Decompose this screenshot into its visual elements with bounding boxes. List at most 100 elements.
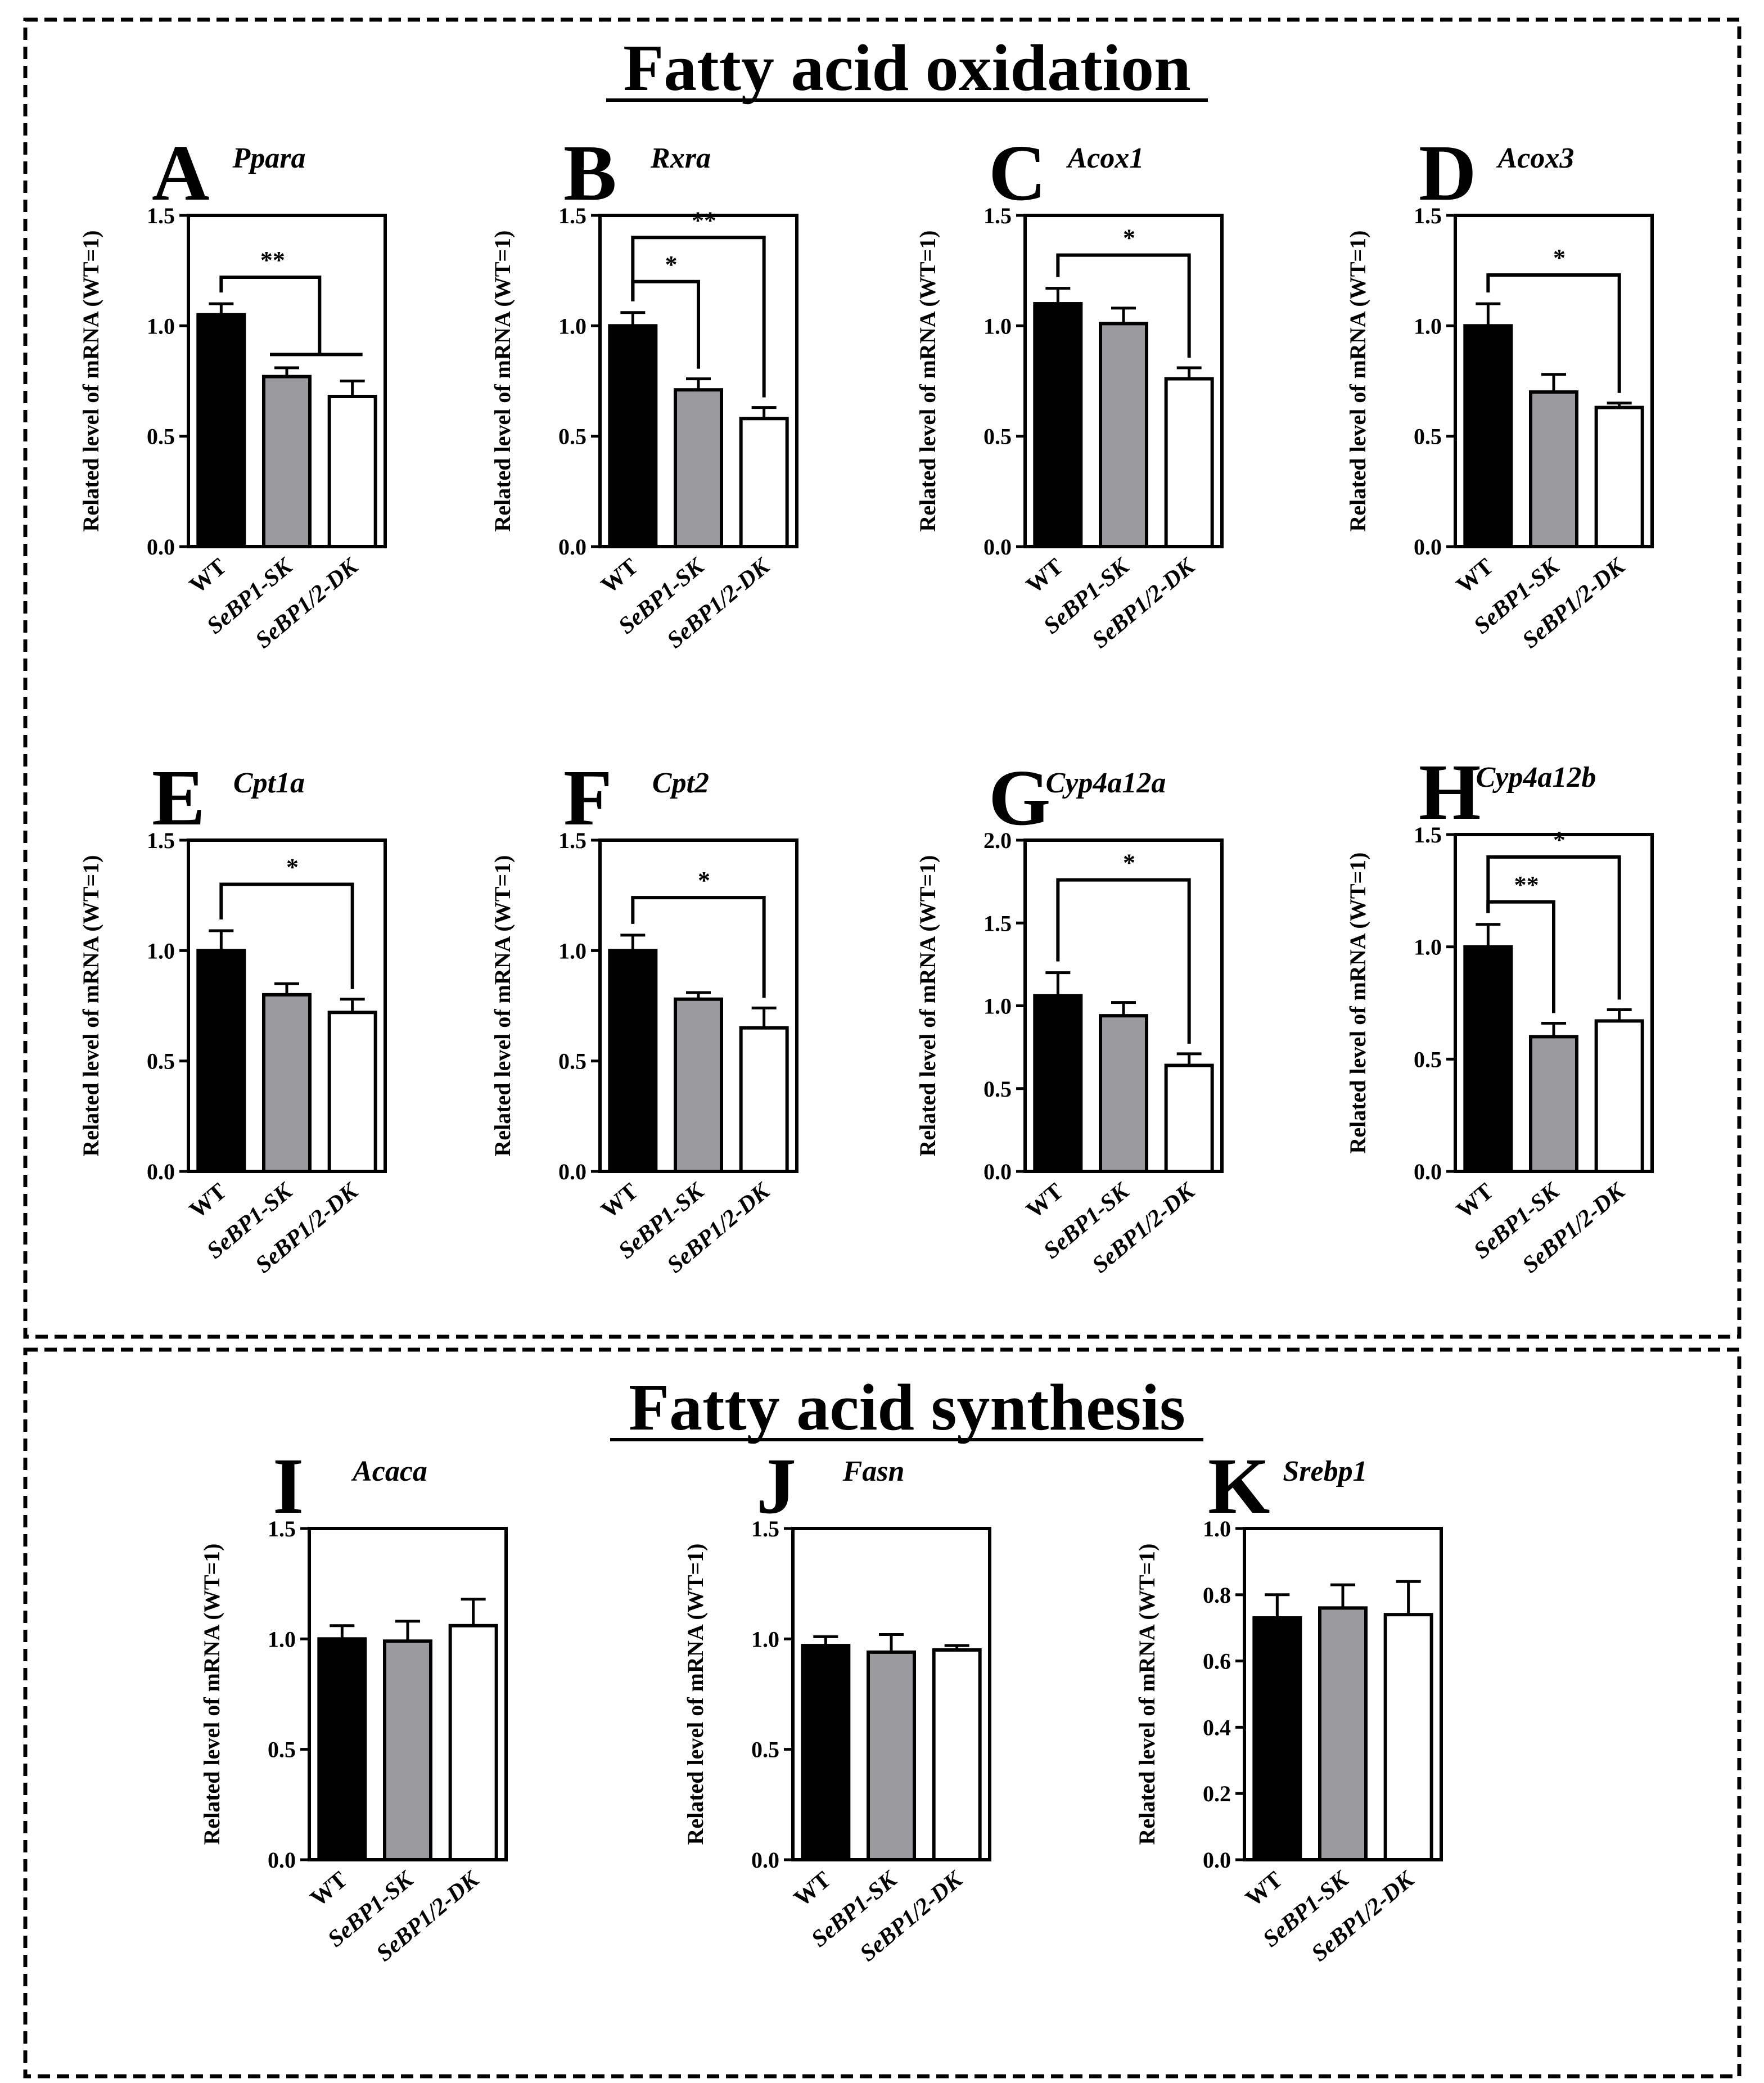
y-axis-label-g: Related level of mRNA (WT=1) — [915, 855, 940, 1156]
y-tick-label-i-3: 1.5 — [268, 1516, 296, 1541]
sig-bracket-g-0 — [1056, 878, 1191, 1044]
y-axis-label-e: Related level of mRNA (WT=1) — [78, 855, 103, 1156]
sig-bracket-b-1 — [631, 236, 766, 398]
y-tick-label-d-3: 1.5 — [1414, 203, 1442, 228]
bar-h-dk — [1594, 1019, 1644, 1173]
sig-label-g-0: * — [1123, 849, 1135, 877]
synthesis-section-frame — [23, 1347, 1742, 2079]
gene-title-k: Srebp1 — [1283, 1455, 1367, 1487]
bar-g-sk — [1099, 1014, 1148, 1174]
y-tick-label-a-1: 0.5 — [147, 424, 175, 449]
sig-label-a-0: ** — [260, 246, 285, 274]
sig-label-h-1: * — [1553, 826, 1566, 854]
y-tick-label-e-0: 0.0 — [147, 1159, 175, 1184]
oxidation-section-title: Fatty acid oxidation — [623, 31, 1191, 105]
panel-f: F Cpt2 Related level of mRNA (WT=1) 0.0 0.5 1… — [490, 753, 798, 1278]
bar-a-wt — [196, 313, 246, 548]
plot-frame-h — [1454, 833, 1654, 1173]
plot-frame-c — [1023, 214, 1224, 548]
x-tick-label-c-wt: WT — [1022, 553, 1068, 598]
y-tick-label-g-3: 1.5 — [983, 910, 1012, 936]
panel-letter-k: K — [1208, 1441, 1270, 1530]
x-tick-label-a-wt: WT — [185, 553, 232, 598]
y-tick-label-i-1: 0.5 — [268, 1737, 296, 1762]
plot-frame-j — [791, 1527, 991, 1861]
bar-k-wt — [1252, 1616, 1302, 1862]
bar-i-sk — [383, 1639, 432, 1861]
y-axis-label-d: Related level of mRNA (WT=1) — [1345, 230, 1370, 531]
panel-b: B Rxra Related level of mRNA (WT=1) 0.0 0.5 1… — [490, 128, 798, 653]
y-tick-label-f-2: 1.0 — [558, 938, 587, 963]
y-tick-label-g-1: 0.5 — [983, 1076, 1012, 1102]
y-axis-label-k: Related level of mRNA (WT=1) — [1134, 1543, 1160, 1845]
sig-bracket-h-1 — [1486, 855, 1621, 1000]
panel-letter-b: B — [563, 128, 617, 217]
plot-frame-g — [1023, 838, 1224, 1173]
bar-e-sk — [262, 993, 312, 1174]
y-tick-label-f-0: 0.0 — [558, 1159, 587, 1184]
y-tick-label-k-4: 0.8 — [1203, 1582, 1231, 1608]
x-tick-label-j-wt: WT — [789, 1866, 836, 1911]
y-tick-label-h-1: 0.5 — [1414, 1047, 1442, 1072]
sig-label-c-0: * — [1123, 224, 1135, 252]
panel-letter-g: G — [989, 753, 1050, 842]
x-tick-label-i-wt: WT — [306, 1866, 353, 1911]
y-axis-label-f: Related level of mRNA (WT=1) — [490, 855, 515, 1156]
bar-f-sk — [674, 997, 723, 1173]
x-tick-label-b-wt: WT — [597, 553, 643, 598]
chart-panels: A Ppara Related level of mRNA (WT=1) 0.0 0.5… — [78, 128, 1654, 1967]
y-tick-label-d-1: 0.5 — [1414, 424, 1442, 449]
bar-c-dk — [1164, 377, 1214, 548]
bar-a-dk — [327, 394, 377, 549]
gene-title-c: Acox1 — [1066, 142, 1144, 174]
y-axis-label-b: Related level of mRNA (WT=1) — [490, 230, 515, 531]
y-tick-label-k-5: 1.0 — [1203, 1516, 1231, 1541]
y-tick-label-b-2: 1.0 — [558, 313, 587, 339]
y-tick-label-a-0: 0.0 — [147, 534, 175, 560]
bar-j-wt — [801, 1644, 851, 1861]
gene-title-f: Cpt2 — [652, 767, 709, 799]
panel-letter-j: J — [756, 1441, 796, 1530]
x-tick-label-d-wt: WT — [1452, 553, 1499, 598]
bar-a-sk — [262, 375, 312, 548]
panel-c: C Acox1 Related level of mRNA (WT=1) 0.0 0.5… — [915, 128, 1224, 653]
sig-bracket-f-0 — [631, 896, 766, 998]
panel-e: E Cpt1a Related level of mRNA (WT=1) 0.0 0.5… — [78, 753, 387, 1278]
bar-d-sk — [1529, 390, 1578, 549]
panel-letter-e: E — [152, 753, 205, 842]
gene-title-e: Cpt1a — [233, 767, 305, 799]
gene-title-j: Fasn — [842, 1455, 905, 1487]
gene-title-b: Rxra — [650, 142, 711, 174]
y-tick-label-c-1: 0.5 — [983, 424, 1012, 449]
y-tick-label-a-2: 1.0 — [147, 313, 175, 339]
y-tick-label-d-0: 0.0 — [1414, 534, 1442, 560]
y-tick-label-g-4: 2.0 — [983, 828, 1012, 853]
y-tick-label-h-2: 1.0 — [1414, 935, 1442, 960]
y-tick-label-i-0: 0.0 — [268, 1847, 296, 1873]
panel-letter-f: F — [563, 753, 612, 842]
bar-b-dk — [739, 417, 789, 549]
x-tick-label-e-wt: WT — [185, 1178, 232, 1223]
y-tick-label-b-1: 0.5 — [558, 424, 587, 449]
y-tick-label-f-3: 1.5 — [558, 828, 587, 853]
y-tick-label-e-3: 1.5 — [147, 828, 175, 853]
y-tick-label-k-0: 0.0 — [1203, 1847, 1231, 1873]
panel-letter-i: I — [273, 1441, 304, 1530]
x-tick-label-h-wt: WT — [1452, 1178, 1499, 1223]
sig-label-e-0: * — [286, 854, 299, 881]
y-tick-label-k-3: 0.6 — [1203, 1649, 1231, 1674]
oxidation-section-frame — [23, 17, 1742, 1339]
y-tick-label-c-0: 0.0 — [983, 534, 1012, 560]
panel-letter-d: D — [1419, 128, 1477, 217]
sig-label-f-0: * — [698, 867, 710, 894]
bar-d-dk — [1594, 405, 1644, 548]
y-tick-label-j-2: 1.0 — [751, 1626, 779, 1652]
panel-letter-c: C — [989, 128, 1046, 217]
y-tick-label-k-2: 0.4 — [1203, 1715, 1231, 1740]
sig-label-b-0: * — [665, 251, 678, 278]
gene-title-h: Cyp4a12b — [1476, 761, 1596, 793]
bar-g-wt — [1033, 994, 1083, 1173]
y-tick-label-i-2: 1.0 — [268, 1626, 296, 1652]
